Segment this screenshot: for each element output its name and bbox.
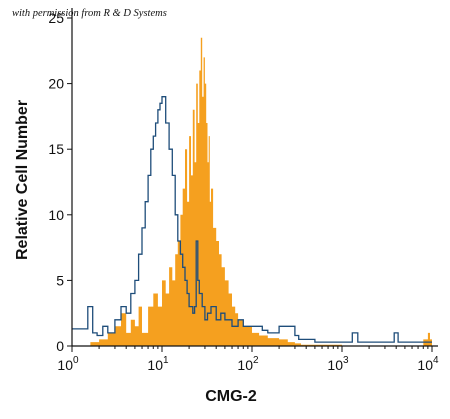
y-axis-label: Relative Cell Number [14, 99, 31, 260]
x-tick-label: 100 [57, 355, 79, 373]
y-tick-label: 20 [48, 76, 64, 92]
x-ticks: 100 101 102 103 104 [57, 346, 439, 373]
y-ticks: 0 5 10 15 20 25 [48, 10, 72, 354]
y-tick-label: 25 [48, 10, 64, 26]
y-tick-label: 5 [56, 272, 64, 288]
x-axis-label: CMG-2 [205, 388, 257, 405]
outline-histogram-series [72, 96, 432, 343]
y-tick-label: 15 [48, 141, 64, 157]
filled-histogram-series [72, 37, 432, 346]
y-tick-label: 10 [48, 207, 64, 223]
y-tick-label: 0 [56, 338, 64, 354]
series-layer [72, 37, 432, 346]
x-tick-label: 101 [147, 355, 169, 373]
x-tick-label: 103 [327, 355, 349, 373]
x-tick-label: 102 [237, 355, 259, 373]
watermark-text: with permission from R & D Systems [12, 8, 167, 19]
x-tick-label: 104 [417, 355, 439, 373]
